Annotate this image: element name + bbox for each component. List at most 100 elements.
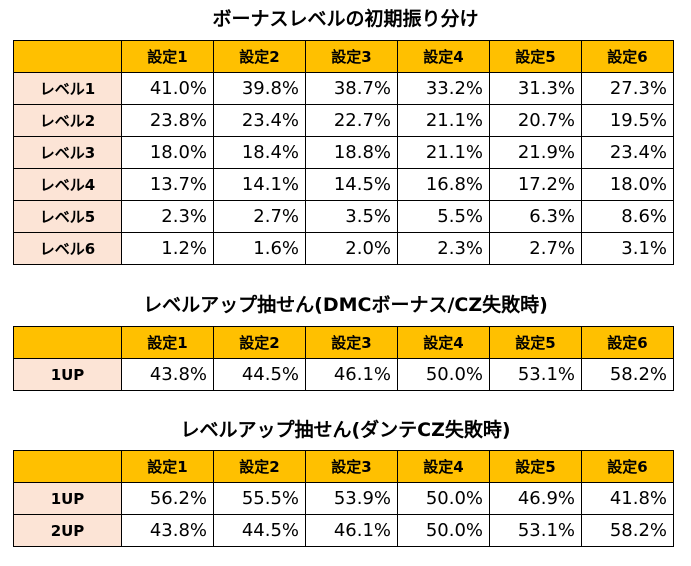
column-header-setting-4: 設定4 — [397, 40, 490, 73]
column-header-setting-6: 設定6 — [581, 326, 674, 359]
column-header-setting-1: 設定1 — [121, 40, 214, 73]
row-label: レベル2 — [13, 104, 122, 137]
value-cell: 14.1% — [213, 168, 306, 201]
value-cell: 58.2% — [581, 358, 674, 391]
row-label: レベル3 — [13, 136, 122, 169]
table-row: 1UP 56.2% 55.5% 53.9% 50.0% 46.9% 41.8% — [13, 482, 674, 515]
value-cell: 16.8% — [397, 168, 490, 201]
row-label: レベル6 — [13, 232, 122, 265]
value-cell: 14.5% — [305, 168, 398, 201]
level-up-dante-table: 設定1 設定2 設定3 設定4 設定5 設定6 1UP 56.2% 55.5% 53.9% 50.0… — [13, 450, 674, 547]
value-cell: 1.2% — [121, 232, 214, 265]
column-header-setting-5: 設定5 — [489, 450, 582, 483]
column-header-setting-6: 設定6 — [581, 450, 674, 483]
value-cell: 2.0% — [305, 232, 398, 265]
value-cell: 33.2% — [397, 72, 490, 105]
value-cell: 43.8% — [121, 514, 214, 547]
value-cell: 50.0% — [397, 482, 490, 515]
column-header-setting-6: 設定6 — [581, 40, 674, 73]
header-row: 設定1 設定2 設定3 設定4 設定5 設定6 — [13, 326, 674, 359]
value-cell: 39.8% — [213, 72, 306, 105]
value-cell: 2.7% — [489, 232, 582, 265]
value-cell: 23.4% — [581, 136, 674, 169]
value-cell: 55.5% — [213, 482, 306, 515]
value-cell: 53.1% — [489, 514, 582, 547]
value-cell: 1.6% — [213, 232, 306, 265]
value-cell: 41.8% — [581, 482, 674, 515]
level-up-dmc-table: 設定1 設定2 設定3 設定4 設定5 設定6 1UP 43.8% 44.5% 46.1% 50.0… — [13, 326, 674, 391]
table-row: レベル1 41.0% 39.8% 38.7% 33.2% 31.3% 27.3% — [13, 72, 674, 105]
bonus-level-initial-distribution-title: ボーナスレベルの初期振り分け — [212, 8, 479, 30]
column-header-setting-3: 設定3 — [305, 326, 398, 359]
row-label: 1UP — [13, 482, 122, 515]
value-cell: 8.6% — [581, 200, 674, 233]
value-cell: 20.7% — [489, 104, 582, 137]
value-cell: 50.0% — [397, 358, 490, 391]
value-cell: 23.4% — [213, 104, 306, 137]
value-cell: 31.3% — [489, 72, 582, 105]
value-cell: 2.7% — [213, 200, 306, 233]
value-cell: 2.3% — [121, 200, 214, 233]
header-row: 設定1 設定2 設定3 設定4 設定5 設定6 — [13, 40, 674, 73]
column-header-setting-5: 設定5 — [489, 40, 582, 73]
table-row: レベル2 23.8% 23.4% 22.7% 21.1% 20.7% 19.5% — [13, 104, 674, 137]
row-label: 2UP — [13, 514, 122, 547]
header-row: 設定1 設定2 設定3 設定4 設定5 設定6 — [13, 450, 674, 483]
level-up-dante-title: レベルアップ抽せん(ダンテCZ失敗時) — [180, 419, 511, 441]
value-cell: 3.1% — [581, 232, 674, 265]
value-cell: 18.0% — [121, 136, 214, 169]
value-cell: 46.1% — [305, 514, 398, 547]
table-row: 2UP 43.8% 44.5% 46.1% 50.0% 53.1% 58.2% — [13, 514, 674, 547]
value-cell: 53.9% — [305, 482, 398, 515]
bonus-level-distribution-table: 設定1 設定2 設定3 設定4 設定5 設定6 レベル1 41.0% 39.8% 38.7% 33.… — [13, 40, 674, 265]
column-header-setting-1: 設定1 — [121, 326, 214, 359]
corner-cell — [13, 326, 122, 359]
value-cell: 21.9% — [489, 136, 582, 169]
value-cell: 21.1% — [397, 136, 490, 169]
column-header-setting-2: 設定2 — [213, 40, 306, 73]
value-cell: 50.0% — [397, 514, 490, 547]
value-cell: 2.3% — [397, 232, 490, 265]
column-header-setting-4: 設定4 — [397, 450, 490, 483]
value-cell: 56.2% — [121, 482, 214, 515]
column-header-setting-2: 設定2 — [213, 450, 306, 483]
value-cell: 3.5% — [305, 200, 398, 233]
value-cell: 43.8% — [121, 358, 214, 391]
corner-cell — [13, 40, 122, 73]
value-cell: 46.9% — [489, 482, 582, 515]
value-cell: 53.1% — [489, 358, 582, 391]
row-label: 1UP — [13, 358, 122, 391]
value-cell: 58.2% — [581, 514, 674, 547]
value-cell: 23.8% — [121, 104, 214, 137]
value-cell: 41.0% — [121, 72, 214, 105]
value-cell: 18.4% — [213, 136, 306, 169]
level-up-dmc-title: レベルアップ抽せん(DMCボーナス/CZ失敗時) — [143, 294, 548, 316]
table-row: レベル5 2.3% 2.7% 3.5% 5.5% 6.3% 8.6% — [13, 200, 674, 233]
column-header-setting-1: 設定1 — [121, 450, 214, 483]
column-header-setting-3: 設定3 — [305, 450, 398, 483]
table-row: レベル4 13.7% 14.1% 14.5% 16.8% 17.2% 18.0% — [13, 168, 674, 201]
value-cell: 44.5% — [213, 358, 306, 391]
value-cell: 5.5% — [397, 200, 490, 233]
value-cell: 21.1% — [397, 104, 490, 137]
value-cell: 19.5% — [581, 104, 674, 137]
value-cell: 46.1% — [305, 358, 398, 391]
value-cell: 22.7% — [305, 104, 398, 137]
column-header-setting-4: 設定4 — [397, 326, 490, 359]
value-cell: 27.3% — [581, 72, 674, 105]
value-cell: 17.2% — [489, 168, 582, 201]
row-label: レベル4 — [13, 168, 122, 201]
row-label: レベル1 — [13, 72, 122, 105]
column-header-setting-2: 設定2 — [213, 326, 306, 359]
table-row: レベル3 18.0% 18.4% 18.8% 21.1% 21.9% 23.4% — [13, 136, 674, 169]
value-cell: 6.3% — [489, 200, 582, 233]
value-cell: 18.0% — [581, 168, 674, 201]
value-cell: 44.5% — [213, 514, 306, 547]
column-header-setting-5: 設定5 — [489, 326, 582, 359]
column-header-setting-3: 設定3 — [305, 40, 398, 73]
table-row: レベル6 1.2% 1.6% 2.0% 2.3% 2.7% 3.1% — [13, 232, 674, 265]
row-label: レベル5 — [13, 200, 122, 233]
table-row: 1UP 43.8% 44.5% 46.1% 50.0% 53.1% 58.2% — [13, 358, 674, 391]
corner-cell — [13, 450, 122, 483]
value-cell: 18.8% — [305, 136, 398, 169]
